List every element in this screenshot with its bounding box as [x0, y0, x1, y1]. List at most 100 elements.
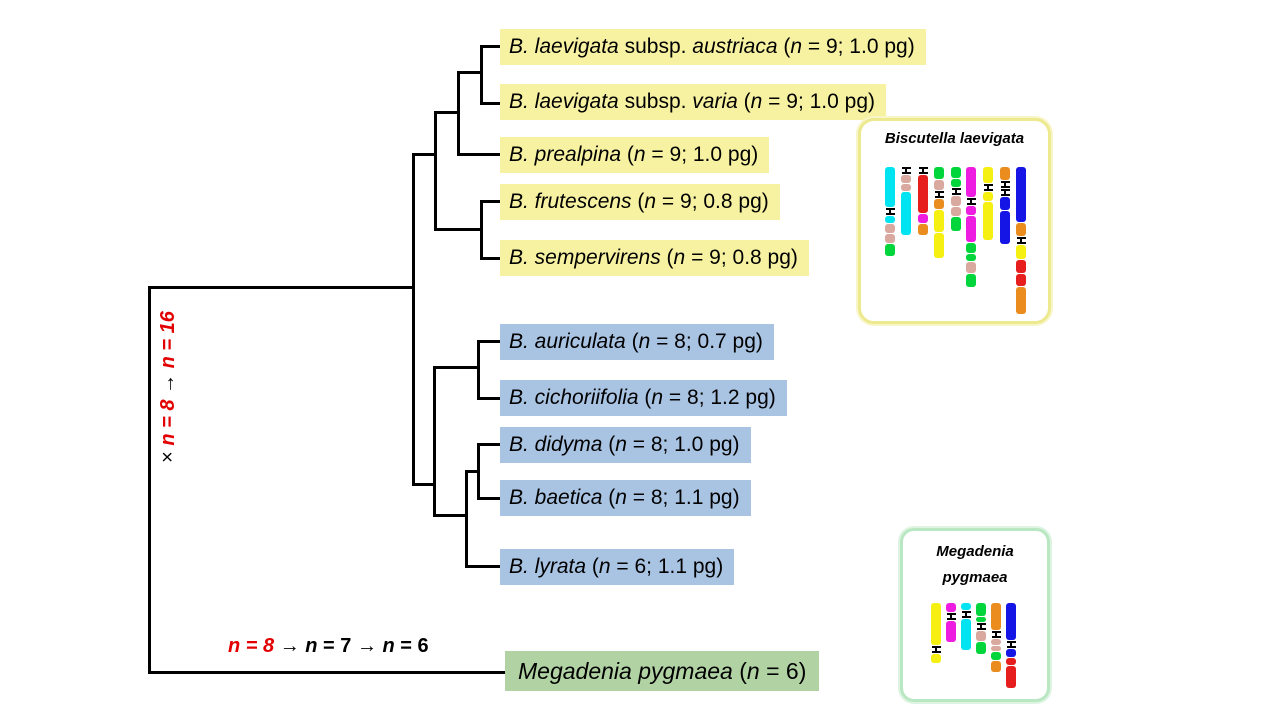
text-run: ( — [638, 386, 652, 409]
chromosome-segment-green — [951, 167, 961, 178]
text-run: B. frutescens — [509, 190, 632, 213]
inset-title: Biscutella laevigata — [884, 130, 1025, 147]
tree-branch-yellow-clade-vertical — [434, 111, 437, 231]
chromosome-segment-red — [1006, 666, 1016, 688]
chromosome-segment-blue — [1006, 649, 1016, 657]
text-run: Megadenia pygmaea — [518, 658, 733, 684]
tree-branch-stub-baetica — [477, 497, 505, 500]
text-run: = 9; 1.0 pg) — [762, 90, 876, 113]
inset-title: Megadenia pygmaea — [903, 539, 1047, 591]
chromosome-segment-blue — [1000, 197, 1010, 210]
chromosome-segment-yellow — [934, 210, 944, 232]
chromosome-segment-tan — [991, 646, 1001, 651]
chromosome-segment-tan — [934, 180, 944, 190]
text-run: n — [305, 635, 318, 657]
chromosome-segment-red — [1016, 274, 1026, 286]
taxon-label-b-baetica: B. baetica (n = 8; 1.1 pg) — [500, 480, 751, 516]
text-run: n — [790, 35, 803, 58]
taxon-label-b-auriculata: B. auriculata (n = 8; 0.7 pg) — [500, 324, 774, 360]
chromosome-segment-green — [885, 244, 895, 256]
chromosome-segment-red — [1016, 260, 1026, 273]
text-run: → — [274, 635, 306, 657]
chromosome-segment-green — [976, 603, 986, 616]
chromosome-segment-green — [951, 217, 961, 231]
chromosome-bar-9 — [1016, 167, 1026, 314]
chromosome-segment-magenta — [946, 603, 956, 612]
inset-title-line-1: Megadenia — [936, 543, 1014, 560]
text-run: varia — [692, 90, 738, 113]
tree-branch-laevigata-pair-vertical — [480, 45, 483, 105]
text-run: n = 8 — [157, 399, 179, 446]
centromere-mark — [901, 167, 911, 174]
text-run: ( — [732, 658, 747, 684]
chromosome-segment-orange — [1016, 287, 1026, 314]
chromosome-segment-blue — [1016, 167, 1026, 222]
taxon-label-b-sempervirens: B. sempervirens (n = 9; 0.8 pg) — [500, 240, 809, 276]
chromosome-segment-green — [966, 243, 976, 253]
chromosome-segment-blue — [1000, 211, 1010, 244]
text-run: B. laevigata — [509, 90, 619, 113]
chromosome-segment-green — [976, 617, 986, 622]
tree-branch-lyrata-group-connector — [433, 514, 468, 517]
text-run: B. lyrata — [509, 555, 587, 578]
text-run: ( — [602, 433, 616, 456]
text-run: n — [615, 433, 627, 456]
centromere-mark — [976, 623, 986, 630]
tree-branch-auriculata-pair-connector — [433, 366, 480, 369]
centromere-mark — [961, 611, 971, 618]
chromosome-segment-cyan — [885, 216, 895, 223]
chromosome-segment-orange — [1000, 167, 1010, 180]
chromosome-segment-orange — [991, 603, 1001, 630]
centromere-mark — [931, 646, 941, 653]
chromosome-segment-yellow — [983, 192, 993, 201]
text-run: B. prealpina — [509, 143, 622, 166]
tree-branch-root-top-horizontal — [148, 286, 415, 289]
tree-branch-stub-austriaca — [480, 45, 505, 48]
chromosome-segment-tan — [885, 224, 895, 233]
tree-branch-stub-varia — [480, 102, 505, 105]
chromosome-segment-tan — [885, 234, 895, 243]
centromere-mark — [934, 191, 944, 198]
chromosome-segment-green — [966, 274, 976, 287]
text-run: = 6 — [394, 635, 429, 657]
chromosome-bar-3 — [918, 167, 928, 235]
tree-branch-laevigata-group-connector — [434, 111, 460, 114]
tree-branch-stub-sempervirens — [480, 257, 505, 260]
chromosome-bar-4 — [976, 603, 986, 654]
centromere-mark — [885, 208, 895, 215]
tree-branch-yellow-clade-connector — [412, 153, 437, 156]
chromosome-segment-magenta — [966, 216, 976, 242]
tree-branch-didyma-pair-vertical — [477, 443, 480, 500]
text-run: austriaca — [692, 35, 778, 58]
centromere-mark — [918, 167, 928, 174]
chromosome-segment-yellow — [934, 233, 944, 258]
text-run: n — [633, 143, 646, 166]
text-run: ( — [777, 35, 791, 58]
text-run: ( — [625, 330, 639, 353]
megadenia-pygmaea-karyotype-inset: Megadenia pygmaea — [900, 528, 1050, 702]
text-run: n = 8 — [228, 635, 275, 657]
chromosome-segment-orange — [1016, 223, 1026, 236]
chromosome-bar-6 — [966, 167, 976, 287]
text-run: = 9; 1.0 pg) — [802, 35, 915, 58]
tree-branch-stub-prealpina — [457, 153, 505, 156]
chromosome-segment-green — [934, 167, 944, 179]
chromosome-bar-8 — [1000, 167, 1010, 244]
text-run: n — [673, 246, 686, 269]
chromosome-bar-6 — [1006, 603, 1016, 688]
tree-branch-stub-frutescens — [480, 200, 505, 203]
taxon-label-megadenia-pygmaea: Megadenia pygmaea (n = 6) — [505, 651, 820, 691]
text-run: ( — [737, 90, 751, 113]
chromosome-segment-yellow — [931, 654, 941, 663]
chromosome-segment-magenta — [966, 167, 976, 197]
tree-branch-root-bottom-horizontal — [148, 671, 505, 674]
text-run: = 8; 1.1 pg) — [626, 486, 740, 509]
text-run: = 9; 0.8 pg) — [656, 190, 769, 213]
text-run: n — [651, 386, 664, 409]
inset-title-line-2: pygmaea — [942, 569, 1008, 586]
taxon-label-b-lyrata: B. lyrata (n = 6; 1.1 pg) — [500, 549, 735, 585]
taxon-label-b-frutescens: B. frutescens (n = 9; 0.8 pg) — [500, 184, 780, 220]
centromere-mark — [1000, 181, 1010, 188]
chromosome-segment-cyan — [961, 603, 971, 610]
